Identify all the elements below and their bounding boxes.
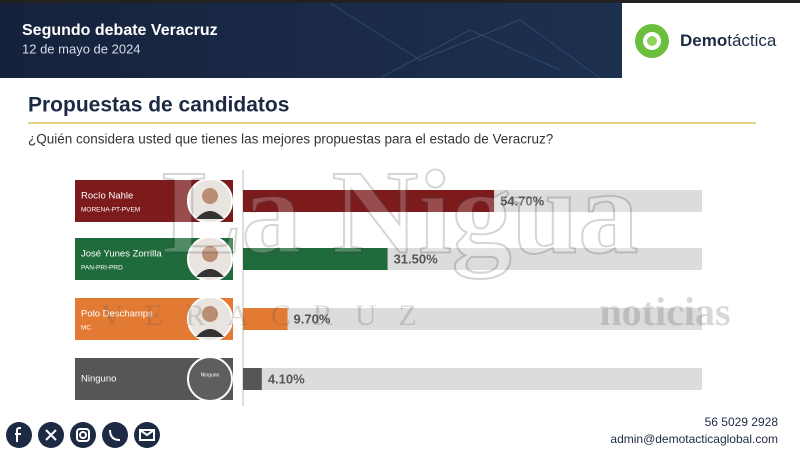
- header-band: [0, 3, 622, 78]
- top-border: [0, 0, 800, 3]
- watermark-section: noticias: [599, 289, 730, 334]
- watermark: La Nigua VERACRUZ noticias: [101, 145, 730, 335]
- avatar-head: [202, 306, 218, 322]
- logo-prefix: Demo: [680, 31, 727, 50]
- party-label: MORENA-PT-PVEM: [81, 207, 140, 214]
- value-label: 54.70%: [500, 193, 545, 208]
- social-icons: [6, 422, 160, 448]
- header-title: Segundo debate Veracruz: [22, 22, 218, 39]
- candidate-name: Rocío Nahle: [81, 191, 133, 202]
- logo-suffix: táctica: [727, 31, 777, 50]
- bar: [243, 248, 388, 270]
- bar: [243, 368, 262, 390]
- avatar-head: [202, 188, 218, 204]
- party-label: MC: [81, 325, 91, 332]
- bar-track: [243, 368, 702, 390]
- candidate-name: José Yunes Zorrilla: [81, 249, 162, 260]
- avatar-body: [196, 211, 224, 219]
- header-date: 12 de mayo de 2024: [22, 41, 141, 56]
- avatar-body: [196, 329, 224, 337]
- party-label: PAN-PRI-PRD: [81, 265, 123, 272]
- logo-icon: [635, 24, 669, 58]
- logo-text: Demotáctica: [680, 31, 777, 50]
- instagram-icon[interactable]: [70, 422, 96, 448]
- bar-track: [243, 308, 702, 330]
- value-label: 9.70%: [294, 311, 331, 326]
- avatar: [187, 356, 233, 402]
- candidate-name: Ninguno: [81, 374, 116, 385]
- watermark-region: VERACRUZ: [101, 299, 439, 332]
- value-label: 31.50%: [394, 251, 439, 266]
- bar: [243, 190, 495, 212]
- chart-subtitle: ¿Quién considera usted que tienes las me…: [28, 132, 553, 147]
- watermark-brand: La Nigua: [162, 146, 639, 280]
- rows: Rocío Nahle MORENA-PT-PVEM 54.70% José Yune…: [75, 178, 702, 402]
- phone-icon[interactable]: [102, 422, 128, 448]
- footer-email: admin@demotacticaglobal.com: [610, 432, 778, 446]
- chart-title: Propuestas de candidatos: [28, 94, 289, 117]
- candidate-name: Polo Deschamps: [81, 309, 153, 320]
- avatar-body: [196, 269, 224, 277]
- bar: [243, 308, 288, 330]
- value-label: 4.10%: [268, 371, 305, 386]
- footer-phone: 56 5029 2928: [705, 415, 779, 429]
- header-network: [329, 2, 601, 79]
- avatar-head: [202, 246, 218, 262]
- avatar-label: Ninguno: [201, 372, 220, 378]
